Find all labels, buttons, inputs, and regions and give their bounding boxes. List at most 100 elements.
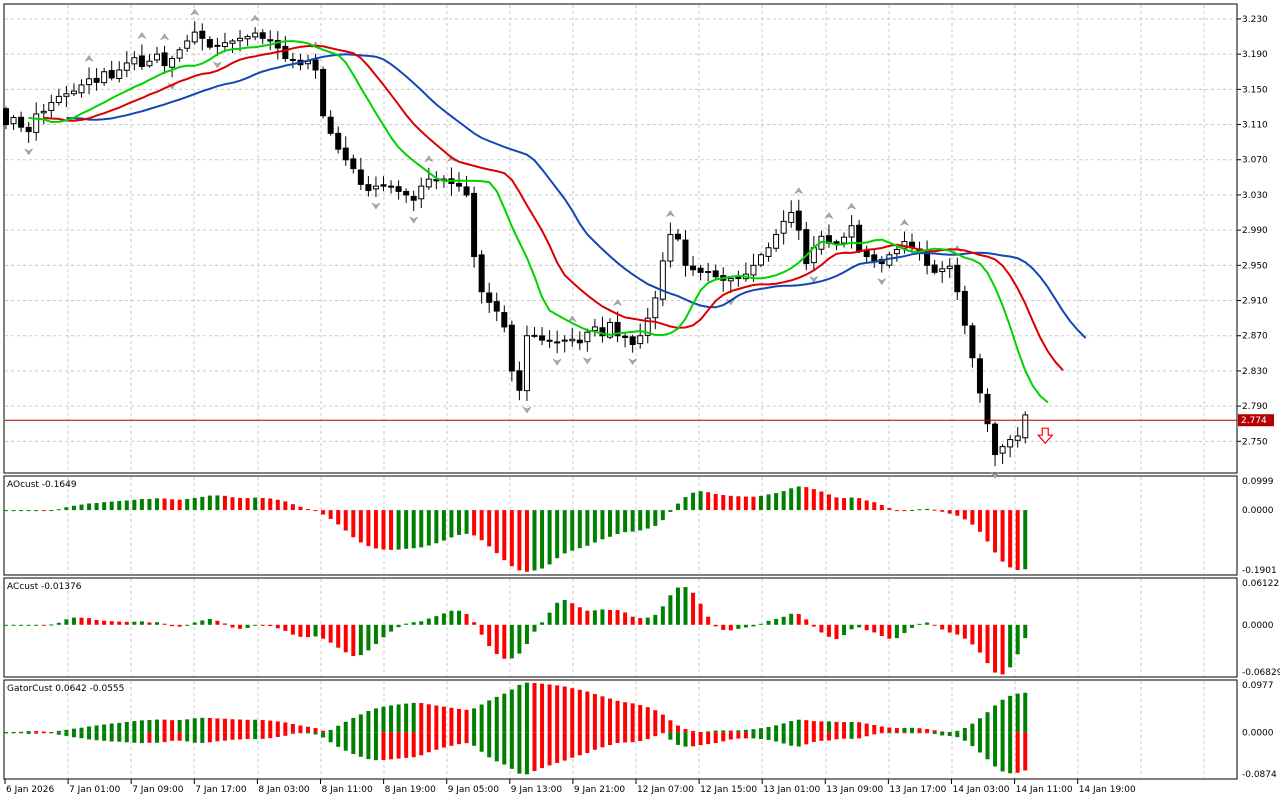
candle-body	[282, 45, 289, 60]
fractal-down-icon	[582, 357, 593, 365]
histogram-bar	[222, 732, 227, 741]
histogram-bar	[698, 603, 703, 625]
histogram-bar	[215, 620, 220, 625]
histogram-bar	[260, 732, 265, 739]
histogram-bar	[872, 624, 877, 633]
histogram-bar	[811, 624, 816, 627]
candle-body	[267, 39, 274, 42]
candle-body	[320, 69, 327, 117]
histogram-bar	[132, 732, 137, 743]
histogram-bar	[970, 624, 975, 645]
histogram-bar	[177, 720, 182, 733]
histogram-bar	[502, 693, 507, 733]
histogram-bar	[313, 624, 318, 637]
candle-body	[161, 52, 168, 67]
histogram-bar	[524, 682, 529, 733]
candle-body	[765, 247, 772, 257]
alligator-lips-line	[28, 40, 1049, 404]
main-price-panel[interactable]	[3, 8, 1238, 479]
histogram-bar	[434, 705, 439, 733]
histogram-bar	[653, 614, 658, 625]
candle-body	[546, 339, 553, 342]
histogram-bar	[1008, 732, 1013, 774]
candle-body	[191, 31, 198, 43]
histogram-bar	[751, 496, 756, 511]
time-axis-label: 7 Jan 09:00	[132, 785, 184, 795]
histogram-bar	[517, 732, 522, 774]
histogram-bar	[766, 494, 771, 511]
histogram-bar	[864, 732, 869, 737]
candle-body	[206, 39, 213, 48]
histogram-bar	[479, 510, 484, 541]
histogram-bar	[932, 730, 937, 733]
fractal-up-icon	[84, 54, 94, 63]
histogram-bar	[947, 732, 952, 736]
indicator-panels[interactable]: AOcust -0.1649 ACcust -0.01376 GatorCust 0…	[4, 480, 1028, 775]
histogram-bar	[283, 501, 288, 511]
histogram-bar	[751, 729, 756, 733]
candle-body	[750, 264, 757, 276]
histogram-bar	[275, 624, 280, 629]
candle-body	[637, 335, 644, 345]
histogram-bar	[472, 732, 477, 746]
histogram-bar	[910, 727, 914, 733]
histogram-bar	[577, 510, 582, 549]
histogram-bar	[736, 496, 741, 511]
histogram-bar	[811, 489, 816, 511]
histogram-bar	[728, 495, 733, 511]
histogram-bar	[373, 510, 378, 549]
histogram-bar	[472, 622, 477, 625]
histogram-bar	[1000, 699, 1005, 733]
fractal-up-icon	[190, 8, 200, 16]
histogram-bar	[162, 719, 167, 733]
histogram-bar	[34, 510, 39, 512]
histogram-bar	[532, 624, 537, 632]
histogram-bar	[502, 624, 507, 659]
histogram-bar	[819, 721, 824, 733]
histogram-bar	[592, 610, 597, 625]
histogram-bar	[260, 498, 265, 511]
candle-body	[1022, 414, 1029, 439]
candle-body	[169, 58, 176, 68]
histogram-bar	[623, 612, 628, 625]
indicator-1-axis-label: 0.06122	[1242, 579, 1279, 589]
histogram-bar	[796, 486, 801, 511]
histogram-bar	[713, 494, 718, 511]
candle-body	[418, 185, 425, 200]
candle-body	[622, 335, 629, 338]
panel-border-0	[3, 3, 1238, 474]
histogram-bar	[660, 510, 665, 521]
histogram-bar	[426, 510, 431, 546]
candle-body	[516, 370, 523, 391]
histogram-bar	[517, 624, 522, 654]
candle-body	[569, 338, 576, 342]
fractal-down-icon	[809, 275, 819, 283]
histogram-bar	[328, 729, 333, 733]
fractal-down-icon	[371, 202, 381, 210]
candle-body	[176, 49, 183, 59]
histogram-bar	[751, 624, 756, 627]
histogram-bar	[796, 732, 801, 747]
histogram-bar	[917, 728, 922, 733]
histogram-bar	[555, 602, 560, 625]
histogram-bar	[600, 732, 605, 748]
fractals-group	[23, 8, 1000, 479]
histogram-bar	[11, 624, 16, 626]
histogram-bar	[245, 719, 250, 733]
candle-body	[425, 178, 432, 188]
histogram-bar	[585, 691, 590, 733]
candle-body	[833, 241, 840, 244]
candle-body	[969, 325, 976, 359]
histogram-bar	[691, 732, 696, 747]
histogram-bar	[630, 616, 635, 625]
candle-body	[372, 185, 379, 190]
histogram-bar	[857, 722, 862, 733]
histogram-bar	[26, 731, 31, 733]
candle-body	[976, 358, 983, 394]
fractal-down-icon	[877, 277, 887, 286]
histogram-bar	[819, 491, 824, 511]
histogram-bar	[457, 708, 461, 733]
histogram-bar	[373, 624, 378, 645]
histogram-bar	[902, 624, 907, 633]
